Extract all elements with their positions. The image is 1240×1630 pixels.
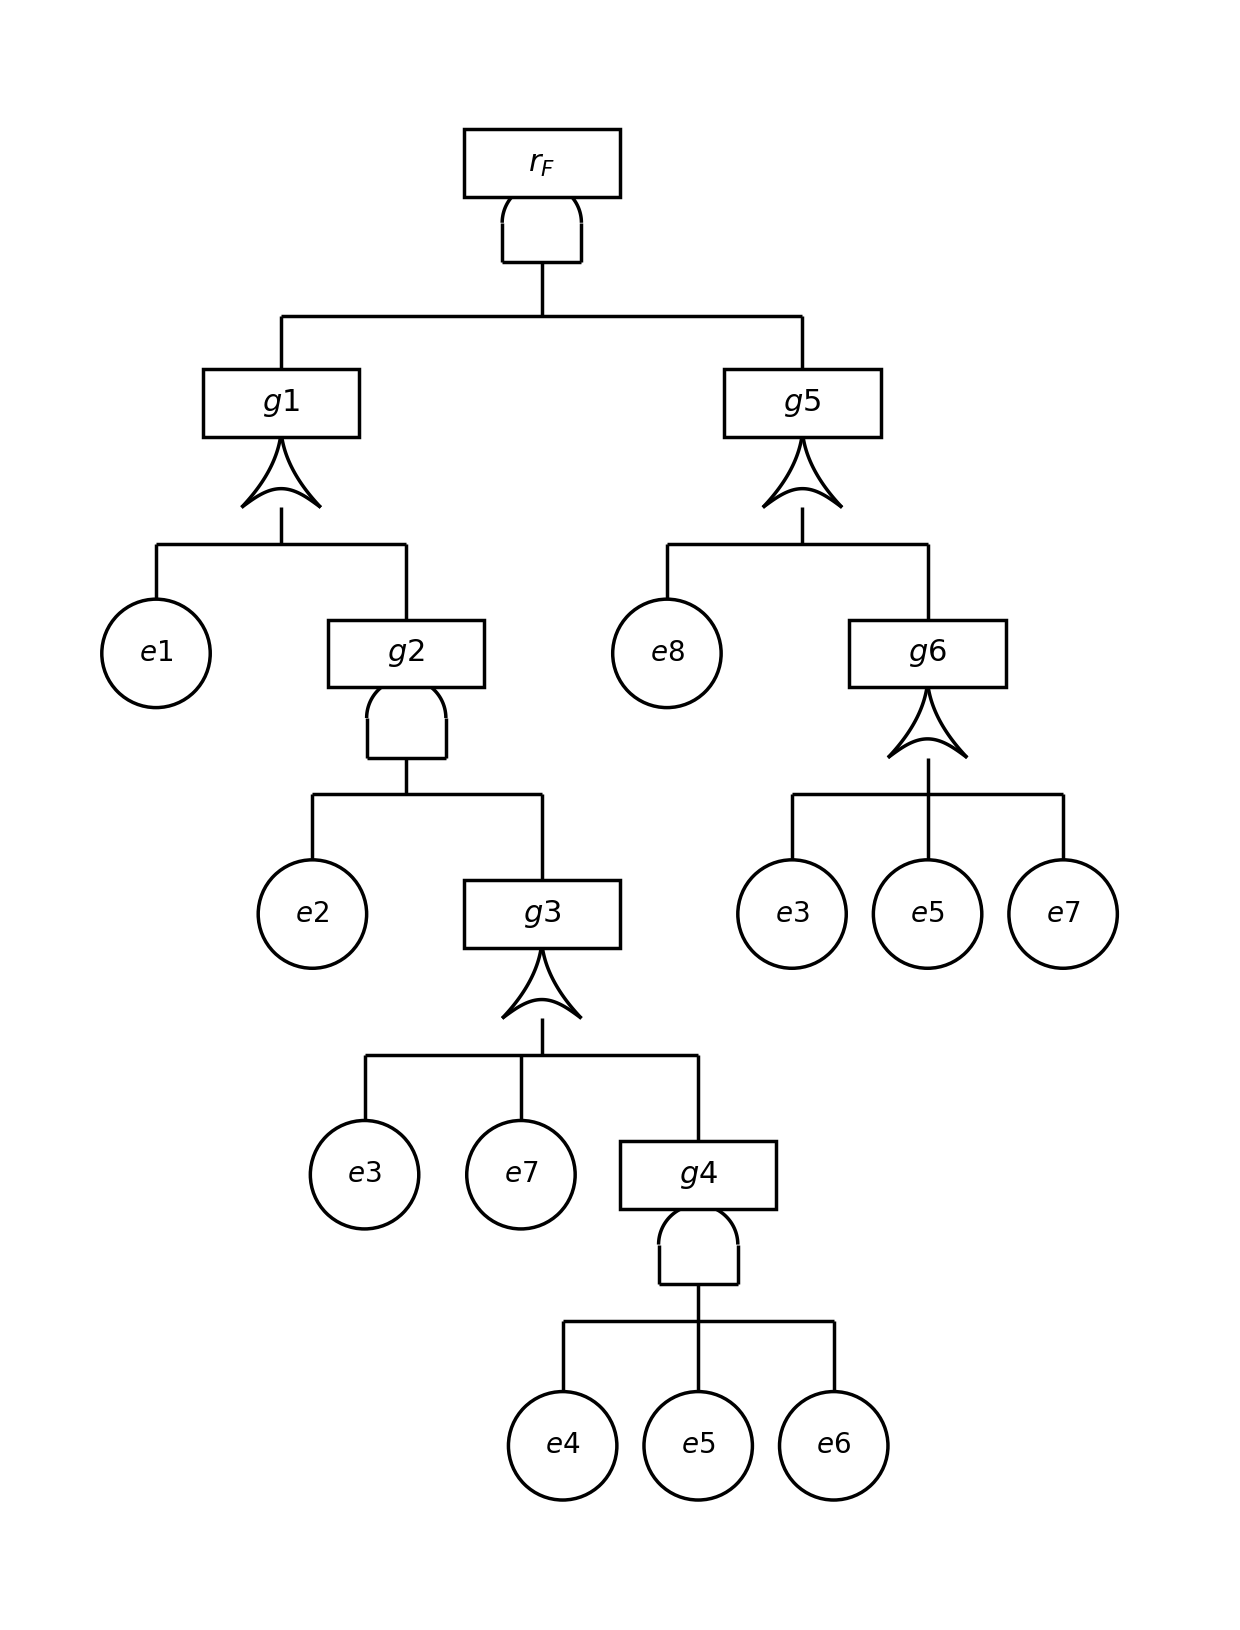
Circle shape xyxy=(466,1120,575,1229)
Text: $e4$: $e4$ xyxy=(546,1433,580,1459)
FancyBboxPatch shape xyxy=(464,880,620,949)
Text: $r_F$: $r_F$ xyxy=(528,148,556,179)
Circle shape xyxy=(780,1392,888,1500)
Text: $g6$: $g6$ xyxy=(908,637,947,670)
Circle shape xyxy=(102,600,211,707)
Circle shape xyxy=(1009,861,1117,968)
Text: $e1$: $e1$ xyxy=(139,641,174,667)
Text: $e2$: $e2$ xyxy=(295,900,330,927)
FancyBboxPatch shape xyxy=(464,129,620,197)
Circle shape xyxy=(310,1120,419,1229)
Text: $g1$: $g1$ xyxy=(262,388,300,419)
Circle shape xyxy=(644,1392,753,1500)
Text: $e8$: $e8$ xyxy=(650,641,684,667)
Text: $e7$: $e7$ xyxy=(1047,900,1080,927)
FancyBboxPatch shape xyxy=(849,619,1006,688)
Text: $e7$: $e7$ xyxy=(503,1161,538,1188)
FancyBboxPatch shape xyxy=(329,619,485,688)
Text: $e3$: $e3$ xyxy=(775,900,810,927)
FancyBboxPatch shape xyxy=(203,370,360,437)
Text: $e5$: $e5$ xyxy=(910,900,945,927)
Circle shape xyxy=(873,861,982,968)
Text: $g3$: $g3$ xyxy=(522,898,560,931)
Text: $g2$: $g2$ xyxy=(387,637,425,670)
FancyBboxPatch shape xyxy=(620,1141,776,1208)
Circle shape xyxy=(738,861,846,968)
Text: $e3$: $e3$ xyxy=(347,1161,382,1188)
Text: $g5$: $g5$ xyxy=(784,388,822,419)
Text: $g4$: $g4$ xyxy=(678,1159,718,1192)
Circle shape xyxy=(258,861,367,968)
FancyBboxPatch shape xyxy=(724,370,880,437)
Circle shape xyxy=(613,600,722,707)
Circle shape xyxy=(508,1392,616,1500)
Text: $e5$: $e5$ xyxy=(681,1433,715,1459)
Text: $e6$: $e6$ xyxy=(816,1433,851,1459)
